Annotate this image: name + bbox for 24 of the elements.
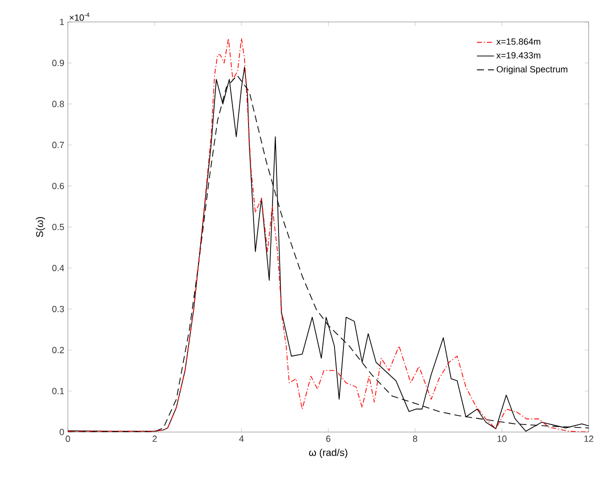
x-tick-label: 8 [412, 436, 418, 442]
legend-label: Original Spectrum [496, 66, 568, 74]
y-tick-label: 1 [60, 18, 64, 26]
legend-label: x=19.433m [496, 52, 540, 59]
x-tick-label: 10 [498, 436, 507, 442]
x-tick-label: 0 [66, 436, 70, 442]
x-tick-label: 6 [326, 436, 330, 442]
x-tick-label: 2 [152, 436, 157, 442]
text: ×10$^{-4}$ [70, 12, 90, 21]
y-tick-label: 0.9 [52, 60, 64, 66]
legend-label: x=15.864m [496, 38, 540, 45]
y-tick-label: 0.2 [52, 346, 64, 354]
x-tick-label: 4 [239, 436, 244, 442]
y-tick-label: 0.1 [52, 388, 64, 394]
y-tick-label: 0 [60, 428, 64, 436]
y-tick-label: 0.7 [52, 142, 64, 148]
y-tick-label: 0.5 [52, 224, 64, 230]
x-tick-label: 12 [584, 436, 594, 442]
y-axis-title: S(ω) [36, 217, 46, 238]
y-tick-label: 0.6 [52, 182, 64, 190]
y-tick-label: 0.4 [52, 264, 64, 272]
x-axis-title: ω (rad/s) [309, 448, 348, 458]
y-tick-label: 0.8 [52, 100, 64, 108]
y-tick-label: 0.3 [52, 306, 64, 312]
